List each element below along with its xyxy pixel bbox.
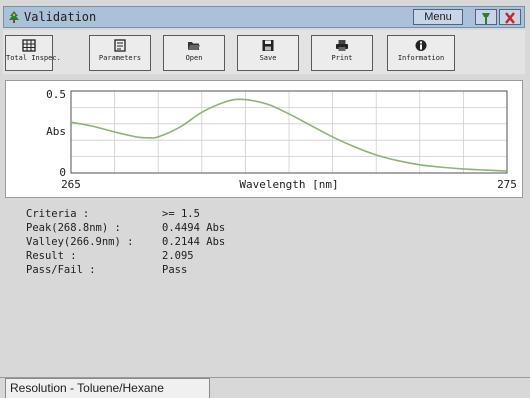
print-label: Print — [331, 54, 353, 62]
information-label: Information — [397, 54, 445, 62]
valley-label: Valley(266.9nm) : — [26, 236, 134, 248]
save-label: Save — [259, 54, 277, 62]
y-axis-tick-label: 0 — [59, 166, 66, 179]
result-label: Result : — [26, 250, 77, 262]
criteria-label: Criteria : — [26, 208, 90, 220]
spectrum-line — [70, 98, 508, 172]
app-tree-icon — [9, 11, 19, 23]
total-inspection-label: Total Inspec. — [6, 54, 61, 62]
tab-resolution[interactable]: Resolution - Toluene/Hexane — [5, 378, 210, 398]
save-button[interactable]: Save — [237, 35, 299, 71]
pass-fail-value: Pass — [162, 264, 188, 276]
open-label: Open — [185, 54, 203, 62]
title-bar: Validation Menu — [3, 6, 525, 28]
peak-value: 0.4494 Abs — [162, 222, 226, 234]
pass-fail-label: Pass/Fail : — [26, 264, 96, 276]
x-axis-tick-label: 265 — [61, 178, 81, 191]
plot-frame — [70, 90, 508, 174]
window-title: Validation — [24, 10, 97, 24]
close-button[interactable] — [499, 9, 521, 25]
criteria-value: >= 1.5 — [162, 208, 200, 220]
parameters-icon — [114, 39, 126, 52]
grid-report-icon — [22, 39, 36, 52]
x-axis-label: Wavelength [nm] — [239, 178, 338, 191]
print-button[interactable]: Print — [311, 35, 373, 71]
open-button[interactable]: Open — [163, 35, 225, 71]
spectrum-chart: 0.5 Abs 0 265 Wavelength [nm] 275 — [46, 88, 517, 191]
tab-strip-divider — [0, 377, 530, 378]
menu-button[interactable]: Menu — [413, 9, 463, 25]
floppy-disk-icon — [262, 40, 274, 51]
result-value: 2.095 — [162, 250, 194, 262]
parameters-button[interactable]: Parameters — [89, 35, 151, 71]
total-inspection-button[interactable]: Total Inspec. — [5, 35, 61, 71]
spectrum-chart-panel: 0.5 Abs 0 265 Wavelength [nm] 275 — [5, 80, 523, 198]
y-axis-label: Abs — [46, 125, 66, 138]
printer-icon — [336, 40, 348, 51]
toolbar: Total Inspec. Parameters Open Save Print — [3, 30, 525, 74]
pin-icon — [482, 13, 490, 24]
parameters-label: Parameters — [98, 54, 142, 62]
info-icon — [415, 40, 427, 51]
x-axis-tick-label: 275 — [497, 178, 517, 191]
peak-label: Peak(268.8nm) : — [26, 222, 121, 234]
close-icon — [505, 12, 515, 24]
valley-value: 0.2144 Abs — [162, 236, 226, 248]
pin-button[interactable] — [475, 9, 497, 25]
y-axis-tick-label: 0.5 — [46, 88, 66, 101]
open-folder-icon — [188, 42, 200, 50]
information-button[interactable]: Information — [387, 35, 455, 71]
